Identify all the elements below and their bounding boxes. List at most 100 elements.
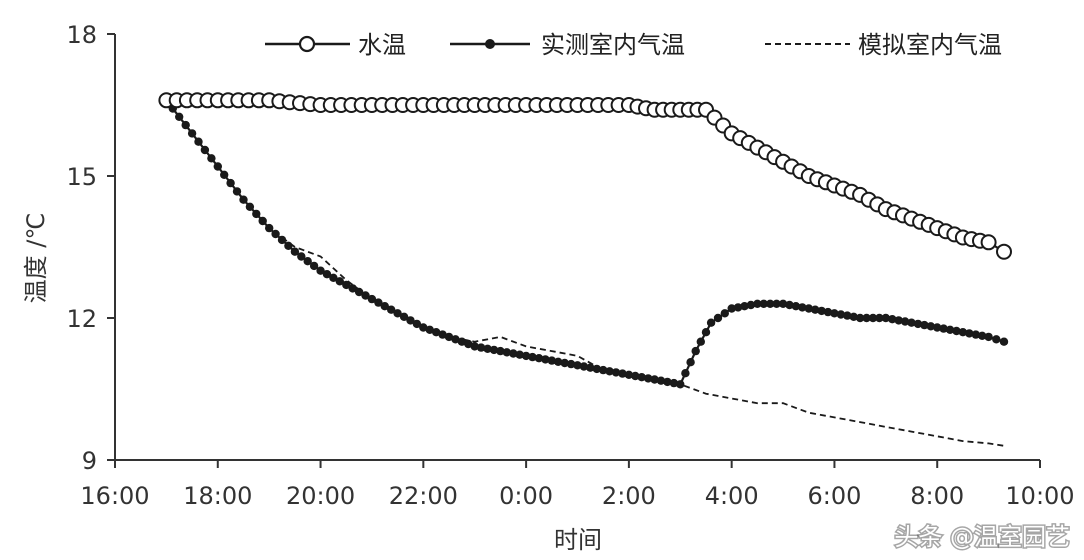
data-point [686,358,695,367]
legend-item-simulated-air: 模拟室内气温 [765,31,1002,59]
data-point [875,313,884,323]
data-point [444,332,454,342]
y-axis-title: 温度 /℃ [22,213,50,304]
data-point [656,376,666,385]
legend-label-water-temp: 水温 [358,31,406,59]
data-point [830,309,839,318]
data-point [650,375,659,384]
data-point [939,324,948,333]
data-point [740,302,749,311]
data-point [566,359,576,369]
watermark-text: 头条 @温室园艺 [894,523,1070,551]
data-point [599,365,608,375]
legend-item-measured-air: 实测室内气温 [450,31,685,59]
data-point [399,312,409,321]
data-point [361,291,370,300]
data-point [624,370,634,379]
data-point [483,344,492,353]
data-point [727,304,736,313]
data-point [175,112,184,122]
data-point [187,129,197,138]
data-point [354,287,364,297]
data-point [984,332,993,342]
data-point [464,339,473,349]
data-point [637,373,646,382]
data-point [393,309,402,318]
data-point [277,235,287,245]
data-point [181,120,190,130]
legend-marker-measured-air [485,39,495,49]
data-point [451,335,460,344]
data-point [888,315,897,324]
data-point [560,358,569,368]
data-point [706,318,716,327]
data-point [817,306,826,316]
x-axis-title: 时间 [554,526,602,554]
data-point [297,252,306,261]
data-point [547,356,556,365]
data-point [554,357,563,366]
data-point [322,270,332,279]
data-point [868,313,878,323]
y-tick-label: 12 [66,305,97,333]
data-point [676,380,685,389]
data-point [329,273,338,282]
data-point [720,309,729,318]
data-point [387,305,396,314]
data-point [579,362,589,371]
y-tick-label: 18 [66,21,97,49]
legend-marker-water-temp [298,35,316,53]
data-point [965,329,974,338]
data-point [258,216,267,226]
data-point [457,337,467,346]
data-point [541,355,550,364]
series-layer [158,92,1012,447]
data-point [804,304,813,313]
data-point [881,313,890,323]
data-point [811,305,820,314]
data-point [753,299,762,308]
axes [114,34,1040,461]
data-point [509,349,518,358]
data-point [746,300,756,310]
data-point [701,328,711,337]
data-point [232,187,242,196]
data-point [348,284,357,293]
x-tick-label: 20:00 [286,482,355,510]
data-point [438,330,447,339]
data-point [999,337,1009,346]
data-point [669,378,679,388]
data-point [213,162,222,171]
data-point [958,328,968,337]
data-point [265,223,274,233]
data-point [342,280,351,290]
x-tick-label: 0:00 [499,482,553,510]
tick-marks [107,33,1041,468]
data-point [380,302,389,311]
data-point [303,257,312,266]
data-point [605,367,614,376]
data-point [521,351,531,361]
data-point [200,145,210,155]
data-point [900,317,910,326]
data-point [978,331,987,340]
data-point [207,154,216,163]
data-point [855,313,865,323]
data-point [907,318,916,327]
data-point [470,342,479,351]
series-2 [165,99,1005,447]
data-point [631,371,640,381]
legend: 水温 实测室内气温 模拟室内气温 [265,31,1002,59]
data-point [239,195,248,204]
data-point [592,364,601,374]
x-tick-label: 2:00 [602,482,656,510]
data-point [992,335,1001,344]
data-point [290,247,300,256]
data-point [644,374,653,383]
x-tick-label: 4:00 [705,482,759,510]
data-point [271,229,280,239]
data-point [425,325,434,334]
data-point [785,300,794,310]
data-point [374,298,383,307]
